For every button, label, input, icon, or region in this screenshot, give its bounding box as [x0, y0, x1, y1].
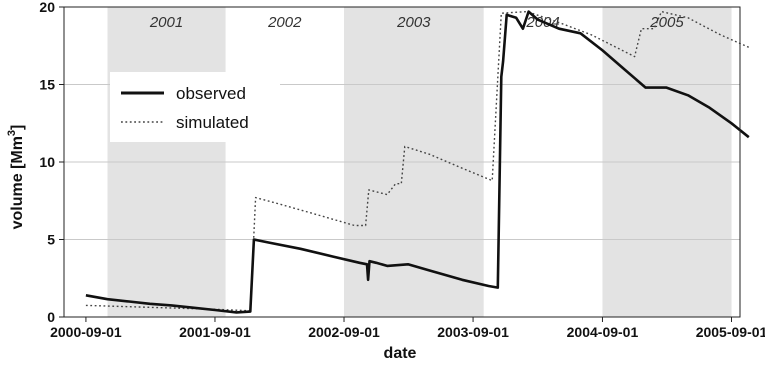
- x-tick-label-2003-09-01: 2003-09-01: [437, 324, 509, 340]
- year-labels: 2001 2002 2003 2004 2005: [149, 14, 684, 31]
- y-tick-label-20: 20: [39, 0, 55, 15]
- y-axis-title-superscript: 3: [6, 130, 18, 136]
- x-tick-label-2005-09-01: 2005-09-01: [696, 324, 765, 340]
- y-axis: 0 5 10 15 20: [39, 0, 64, 325]
- y-axis-title: volume [Mm3]: [6, 125, 26, 230]
- x-tick-label-2001-09-01: 2001-09-01: [179, 324, 251, 340]
- series-lines: [85, 10, 750, 314]
- legend: observed simulated: [110, 72, 280, 142]
- year-label-2002: 2002: [267, 14, 302, 31]
- y-axis-title-close: ]: [9, 125, 26, 130]
- legend-box: [110, 72, 280, 142]
- x-tick-label-2004-09-01: 2004-09-01: [567, 324, 639, 340]
- year-label-2003: 2003: [396, 14, 431, 31]
- x-axis-title: date: [384, 345, 417, 362]
- y-tick-label-15: 15: [39, 77, 55, 93]
- y-tick-label-10: 10: [39, 154, 55, 170]
- x-tick-label-2002-09-01: 2002-09-01: [308, 324, 380, 340]
- y-axis-title-main: volume [Mm: [9, 136, 26, 229]
- x-axis: 2000-09-01 2001-09-01 2002-09-01 2003-09-01…: [50, 317, 765, 340]
- legend-label-observed: observed: [176, 84, 246, 103]
- y-tick-label-0: 0: [47, 309, 55, 325]
- y-tick-label-5: 5: [47, 232, 55, 248]
- year-label-2001: 2001: [149, 14, 183, 31]
- legend-label-simulated: simulated: [176, 113, 249, 132]
- x-tick-label-2000-09-01: 2000-09-01: [50, 324, 122, 340]
- series-line-simulated: [85, 10, 750, 312]
- year-label-2005: 2005: [649, 14, 684, 31]
- series-line-observed: [85, 10, 750, 314]
